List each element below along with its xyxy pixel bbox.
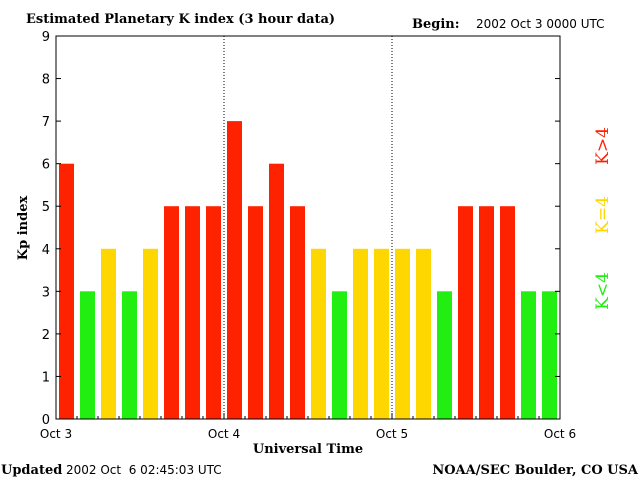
y-tick-label: 3 [42, 285, 50, 300]
kp-bar [374, 248, 389, 419]
y-tick-label: 9 [42, 30, 50, 45]
x-axis: Oct 3 Oct 4 Oct 5 Oct 6 [40, 413, 576, 441]
kp-bar [80, 291, 95, 419]
kp-bar [458, 206, 473, 419]
y-tick-label: 4 [42, 243, 50, 258]
kp-bar [206, 206, 221, 419]
updated-value: 2002 Oct 6 02:45:03 UTC [66, 463, 222, 477]
kp-bar [500, 206, 515, 419]
kp-bar [332, 291, 347, 419]
kp-bar [311, 248, 326, 419]
x-tick-label: Oct 3 [40, 427, 72, 441]
begin-label: Begin: [412, 17, 460, 32]
kp-bar [479, 206, 494, 419]
y-tick-label: 7 [42, 115, 50, 130]
legend-label: K>4 [593, 127, 613, 165]
bars-group [59, 121, 557, 419]
chart-title: Estimated Planetary K index (3 hour data… [26, 12, 335, 27]
y-tick-label: 8 [42, 73, 50, 88]
legend: K>4 K=4 K<4 [593, 127, 613, 310]
kp-bar [395, 248, 410, 419]
kp-bar [416, 248, 431, 419]
kp-bar [353, 248, 368, 419]
kp-bar [227, 121, 242, 419]
kp-bar [101, 248, 116, 419]
kp-bar [437, 291, 452, 419]
source-credit: NOAA/SEC Boulder, CO USA [432, 463, 639, 478]
day-dividers [223, 36, 393, 419]
y-axis-label: Kp index [16, 196, 31, 261]
kp-bar [542, 291, 557, 419]
y-tick-label: 6 [42, 158, 50, 173]
kp-bar [143, 248, 158, 419]
kp-bar [269, 163, 284, 419]
kp-bar [185, 206, 200, 419]
legend-label: K=4 [593, 196, 613, 234]
plot-frame [55, 35, 561, 420]
y-tick-label: 2 [42, 328, 50, 343]
kp-bar [248, 206, 263, 419]
begin-value: 2002 Oct 3 0000 UTC [476, 17, 605, 31]
kp-bar [59, 163, 74, 419]
x-tick-label: Oct 4 [208, 427, 240, 441]
kp-bar [290, 206, 305, 419]
legend-label: K<4 [593, 272, 613, 310]
kp-bar [122, 291, 137, 419]
x-tick-label: Oct 6 [544, 427, 576, 441]
y-tick-label: 1 [42, 370, 50, 385]
updated-label: Updated [1, 463, 62, 478]
kp-bar [164, 206, 179, 419]
x-tick-label: Oct 5 [376, 427, 408, 441]
y-tick-label: 5 [42, 200, 50, 215]
kp-bar [521, 291, 536, 419]
y-tick-label: 0 [42, 413, 50, 428]
x-axis-label: Universal Time [253, 442, 363, 457]
